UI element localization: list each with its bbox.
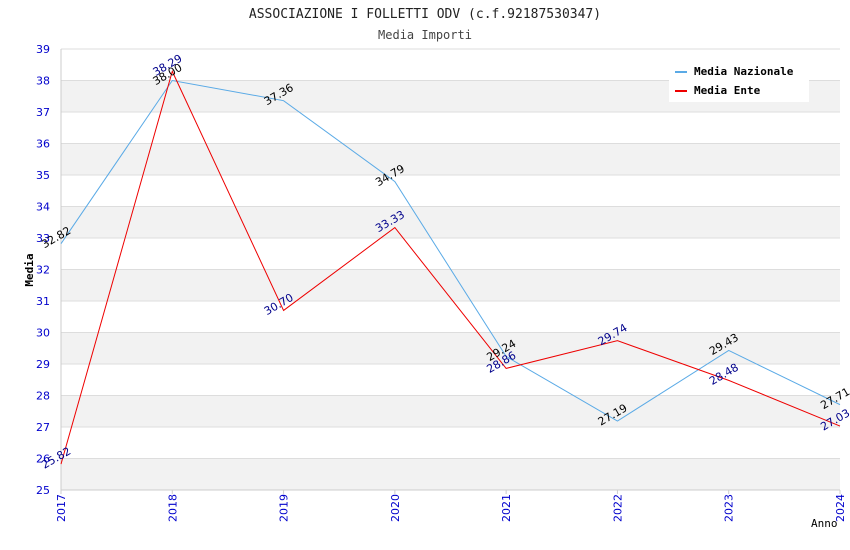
x-tick-label: 2020 bbox=[389, 494, 402, 522]
series-lines bbox=[60, 69, 841, 465]
grid-band bbox=[61, 332, 840, 364]
chart-title: ASSOCIAZIONE I FOLLETTI ODV (c.f.9218753… bbox=[249, 7, 601, 22]
y-tick-label: 37 bbox=[36, 106, 50, 119]
y-tick-label: 39 bbox=[36, 43, 50, 56]
legend-label-nazionale: Media Nazionale bbox=[694, 65, 794, 78]
legend: Media Nazionale Media Ente bbox=[669, 60, 809, 102]
grid-band bbox=[61, 143, 840, 175]
series-line-ente bbox=[60, 69, 841, 465]
series-line-nazionale bbox=[60, 79, 841, 422]
x-axis-ticks: 2017 2018 2019 2020 2021 2022 2023 2024 bbox=[55, 490, 847, 522]
y-tick-label: 26 bbox=[36, 453, 50, 466]
legend-label-ente: Media Ente bbox=[694, 84, 761, 97]
x-tick-label: 2024 bbox=[834, 494, 847, 522]
y-tick-label: 30 bbox=[36, 327, 50, 340]
y-tick-label: 34 bbox=[36, 201, 50, 214]
y-tick-label: 35 bbox=[36, 169, 50, 182]
y-tick-label: 25 bbox=[36, 484, 50, 497]
x-tick-label: 2023 bbox=[723, 494, 736, 522]
y-tick-label: 27 bbox=[36, 421, 50, 434]
y-tick-label: 32 bbox=[36, 264, 50, 277]
y-tick-label: 38 bbox=[36, 75, 50, 88]
y-axis-label: Media bbox=[23, 253, 36, 286]
y-tick-label: 28 bbox=[36, 390, 50, 403]
y-tick-label: 36 bbox=[36, 138, 50, 151]
grid-band bbox=[61, 269, 840, 301]
y-tick-label: 33 bbox=[36, 232, 50, 245]
plot-background bbox=[61, 48, 840, 491]
chart-subtitle: Media Importi bbox=[378, 28, 472, 42]
grid-band bbox=[61, 395, 840, 427]
x-tick-label: 2022 bbox=[611, 494, 624, 522]
x-tick-label: 2021 bbox=[500, 494, 513, 522]
y-tick-label: 31 bbox=[36, 295, 50, 308]
x-tick-label: 2017 bbox=[55, 494, 68, 522]
x-tick-label: 2019 bbox=[278, 494, 291, 522]
y-tick-label: 29 bbox=[36, 358, 50, 371]
y-axis-ticks: 25 26 27 28 29 30 31 32 33 34 35 36 37 38 39 bbox=[36, 43, 50, 497]
grid-band bbox=[61, 458, 840, 490]
data-label: 32.82 bbox=[39, 224, 73, 251]
x-tick-label: 2018 bbox=[166, 494, 179, 522]
axes bbox=[60, 49, 840, 491]
grid-band bbox=[61, 206, 840, 238]
x-axis-label: Anno bbox=[811, 517, 838, 530]
legend-box bbox=[669, 60, 809, 102]
